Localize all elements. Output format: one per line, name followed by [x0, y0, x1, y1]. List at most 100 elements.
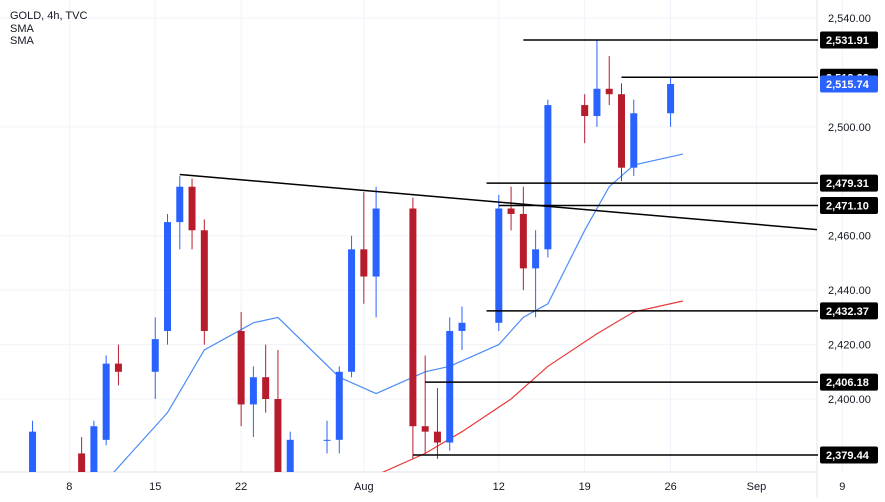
candle-body — [495, 208, 503, 323]
candle — [458, 306, 466, 351]
candle — [446, 317, 454, 451]
level-price-tag — [820, 446, 878, 464]
candle — [176, 175, 184, 250]
level-price-label: 2,531.91 — [826, 35, 869, 47]
price-tick-label: 2,400.00 — [828, 394, 871, 406]
candle — [188, 178, 196, 250]
level-price-label: 2,432.37 — [826, 306, 869, 318]
candle — [114, 344, 122, 386]
sma-slow-line — [381, 300, 684, 472]
candle — [507, 186, 515, 231]
candle — [544, 99, 552, 258]
time-tick-label: 15 — [149, 481, 161, 493]
candle — [372, 186, 380, 318]
candle-body — [421, 426, 429, 432]
candle — [618, 83, 625, 182]
candle — [605, 56, 613, 106]
candle-body — [323, 439, 331, 441]
sma-fast-line — [113, 153, 684, 472]
time-tick-label: 22 — [235, 481, 247, 493]
price-tick-label: 2,420.00 — [828, 340, 871, 352]
candle — [151, 317, 159, 399]
candle — [335, 366, 343, 454]
candle-body — [78, 453, 86, 472]
price-axis: 2,400.00 2,420.00 2,440.00 2,460.00 2,500.00… — [820, 13, 878, 464]
horizontal-levels-layer — [412, 39, 818, 456]
price-tick-label: 2,540.00 — [828, 13, 871, 25]
time-tick-label: 8 — [66, 481, 72, 493]
candle — [29, 420, 37, 472]
candle — [323, 420, 331, 454]
price-tick-label: 2,500.00 — [828, 122, 871, 134]
candle-body — [262, 377, 270, 399]
candle-body — [630, 113, 638, 168]
candle-body — [151, 339, 159, 372]
candle-body — [200, 230, 208, 331]
candle-body — [164, 222, 172, 331]
candle-body — [237, 330, 245, 405]
candle — [630, 99, 638, 176]
candle — [421, 355, 429, 454]
candle — [164, 213, 172, 345]
candle-body — [335, 371, 343, 440]
candle-body — [618, 94, 625, 168]
candle-body — [372, 208, 380, 277]
level-price-tag — [820, 302, 878, 320]
candle — [409, 197, 417, 459]
current-price-tag — [820, 75, 878, 93]
candle — [348, 235, 356, 378]
candle-body — [581, 105, 589, 116]
candle-body — [114, 363, 122, 372]
candle-body — [409, 208, 417, 427]
candle — [262, 344, 270, 413]
candle — [78, 437, 86, 472]
candle — [286, 431, 294, 472]
candle — [433, 388, 441, 459]
candle-body — [274, 399, 282, 472]
level-price-label: 2,406.18 — [826, 377, 869, 389]
level-price-tag — [820, 31, 878, 49]
sma-indicator-2-label[interactable]: SMA — [10, 35, 34, 47]
time-tick-label: Aug — [354, 481, 374, 493]
candle — [102, 355, 110, 446]
candle — [360, 192, 368, 304]
candle — [519, 186, 527, 291]
candle-body — [176, 186, 184, 223]
candle-body — [433, 431, 441, 443]
candle — [237, 311, 245, 427]
symbol-title[interactable]: GOLD, 4h, TVC — [10, 10, 88, 22]
candle-body — [90, 426, 98, 472]
candle-body — [593, 88, 601, 116]
time-tick-label: 26 — [664, 481, 676, 493]
candle — [200, 219, 208, 345]
level-price-tag — [820, 197, 878, 215]
candle-body — [29, 431, 37, 472]
time-tick-label: 9 — [839, 481, 845, 493]
level-price-tag — [820, 174, 878, 192]
candle-body — [249, 377, 257, 405]
candle-body — [667, 84, 675, 114]
level-price-label: 2,479.31 — [826, 178, 869, 190]
price-tick-label: 2,440.00 — [828, 285, 871, 297]
candle — [667, 77, 675, 127]
chart-legend: GOLD, 4h, TVC SMA SMA — [10, 10, 87, 48]
resistance-trendline — [179, 173, 817, 231]
time-tick-label: 19 — [579, 481, 591, 493]
candle-body — [507, 208, 515, 214]
candles-layer — [5, 39, 675, 497]
candle — [249, 366, 257, 438]
candle — [5, 486, 12, 497]
price-tick-label: 2,460.00 — [828, 231, 871, 243]
candle — [495, 194, 503, 331]
level-price-label: 2,379.44 — [826, 450, 870, 462]
candle-body — [360, 249, 368, 277]
candle — [593, 39, 601, 127]
level-price-label: 2,471.10 — [826, 201, 869, 213]
time-axis: 8 15 22 Aug 12 19 26 Sep 9 — [66, 481, 845, 493]
candle-body — [188, 186, 196, 231]
candle — [274, 350, 282, 472]
sma-indicator-1-label[interactable]: SMA — [10, 22, 34, 35]
candle-body — [519, 213, 527, 269]
